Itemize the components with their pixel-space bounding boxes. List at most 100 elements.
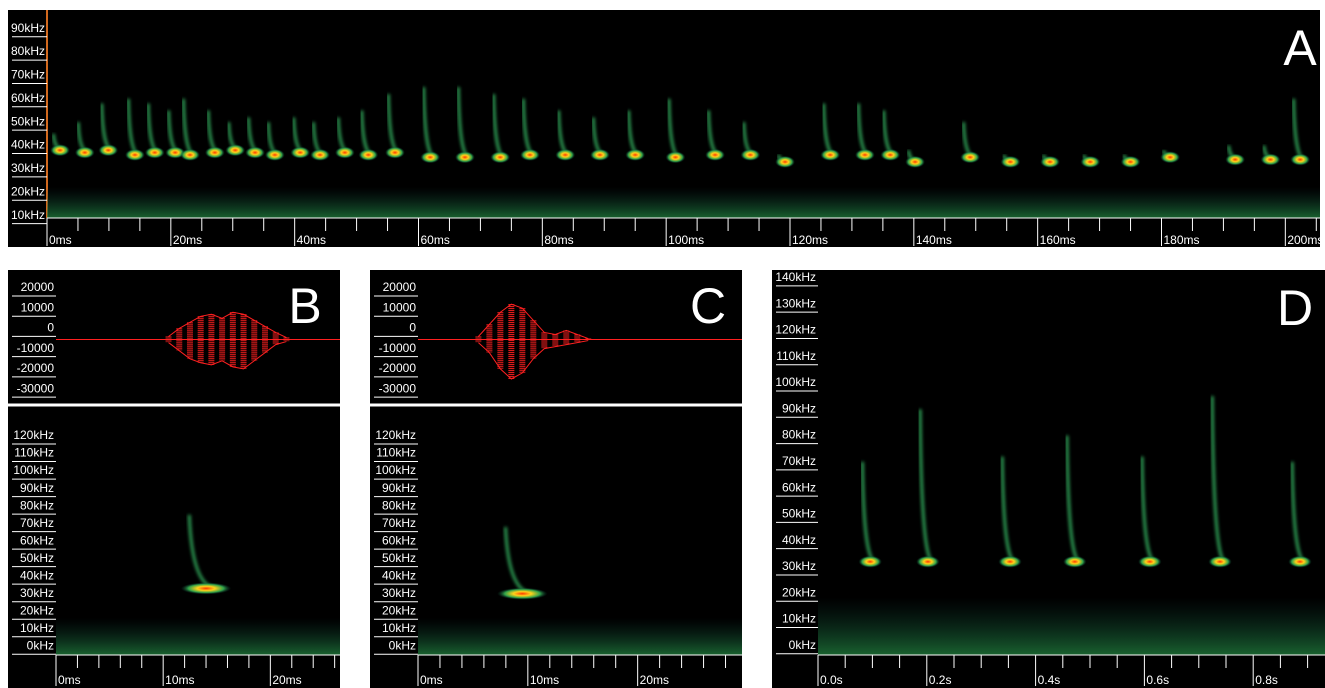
call-peak xyxy=(204,146,225,159)
call-peak xyxy=(50,144,70,157)
y-tick-label: 100kHz xyxy=(375,463,416,477)
y-tick-label: 50kHz xyxy=(382,551,416,565)
noise-band xyxy=(818,597,1325,655)
y-tick-label: 70kHz xyxy=(11,68,45,82)
plot-area xyxy=(56,514,340,655)
call-peak xyxy=(960,151,981,164)
y-tick-label: 130kHz xyxy=(775,296,816,310)
call-peak xyxy=(180,582,232,595)
noise-band xyxy=(47,186,1320,218)
y-tick-label: 90kHz xyxy=(382,481,416,495)
call-peak xyxy=(820,148,841,161)
call-peak xyxy=(625,148,646,161)
x-tick-label: 10ms xyxy=(530,673,559,687)
x-tick-label: 200ms xyxy=(1287,233,1323,247)
call-peak xyxy=(180,148,200,161)
x-tick-label: 20ms xyxy=(272,673,301,687)
y-tick-label: 10kHz xyxy=(782,612,816,626)
y-tick-label: -10000 xyxy=(379,341,417,355)
y-tick-label: 80kHz xyxy=(382,498,416,512)
call-peak xyxy=(998,555,1022,568)
y-tick-label: 120kHz xyxy=(375,428,416,442)
call-peak xyxy=(1225,153,1246,166)
plot-area xyxy=(56,311,340,370)
x-tick-label: 0.8s xyxy=(1255,673,1278,687)
x-tick-label: 140ms xyxy=(916,233,952,247)
call-peak xyxy=(358,148,379,161)
y-tick-label: 30kHz xyxy=(782,559,816,573)
y-tick-label: -20000 xyxy=(17,361,55,375)
y-tick-label: -30000 xyxy=(379,381,417,395)
y-tick-label: 120kHz xyxy=(775,323,816,337)
call-peak xyxy=(740,148,761,161)
call-peak xyxy=(1138,555,1162,568)
y-tick-label: 40kHz xyxy=(382,568,416,582)
y-tick-label: 50kHz xyxy=(11,114,45,128)
y-tick-label: 10kHz xyxy=(20,621,54,635)
y-tick-label: 100kHz xyxy=(13,463,54,477)
envelope-upper xyxy=(168,311,287,338)
call-peak xyxy=(905,155,925,168)
y-tick-label: 80kHz xyxy=(782,428,816,442)
y-tick-label: 110kHz xyxy=(776,349,816,363)
y-tick-label: 40kHz xyxy=(782,533,816,547)
x-tick-label: 0.4s xyxy=(1038,673,1061,687)
x-tick-label: 160ms xyxy=(1040,233,1076,247)
x-tick-label: 0.0s xyxy=(820,673,843,687)
call-peak xyxy=(1260,153,1281,166)
call-peak xyxy=(74,146,95,159)
y-tick-label: 20kHz xyxy=(382,603,416,617)
y-tick-label: 70kHz xyxy=(20,516,54,530)
y-tick-label: 30kHz xyxy=(11,161,45,175)
y-tick-label: 0 xyxy=(47,321,54,335)
call-peak xyxy=(385,146,405,159)
call-peak xyxy=(1290,153,1311,166)
x-tick-label: 40ms xyxy=(297,233,326,247)
y-tick-label: 0kHz xyxy=(27,638,54,652)
y-tick-label: 20kHz xyxy=(11,184,45,198)
x-tick-label: 60ms xyxy=(420,233,449,247)
call-peak xyxy=(520,148,540,161)
y-tick-label: 140kHz xyxy=(775,270,816,284)
x-tick-label: 0.6s xyxy=(1146,673,1169,687)
x-tick-label: 80ms xyxy=(544,233,573,247)
call-peak xyxy=(420,151,441,164)
call-peak xyxy=(334,146,355,159)
call-peak xyxy=(855,148,875,161)
call-peak xyxy=(1160,151,1181,164)
plot-area xyxy=(47,87,1320,218)
call-peak xyxy=(497,587,548,600)
x-tick-label: 20ms xyxy=(173,233,202,247)
y-tick-label: 90kHz xyxy=(20,481,54,495)
y-tick-label: 0kHz xyxy=(389,638,416,652)
y-tick-label: 40kHz xyxy=(11,138,45,152)
call-peak xyxy=(1288,555,1312,568)
call-peak xyxy=(1080,155,1101,168)
call-peak xyxy=(1120,155,1141,168)
y-tick-label: -30000 xyxy=(17,381,55,395)
call-peak xyxy=(858,555,882,568)
call-peak xyxy=(880,148,901,161)
call-peak xyxy=(264,148,285,161)
x-tick-label: 100ms xyxy=(668,233,704,247)
y-tick-label: 10000 xyxy=(21,300,55,314)
call-peak xyxy=(245,146,265,159)
x-tick-label: 0ms xyxy=(49,233,72,247)
call-peak xyxy=(125,148,145,161)
y-tick-label: 50kHz xyxy=(20,551,54,565)
y-tick-label: 10kHz xyxy=(382,621,416,635)
y-tick-label: 110kHz xyxy=(376,446,416,460)
y-tick-label: 20000 xyxy=(21,280,55,294)
call-peak xyxy=(1208,555,1232,568)
call-peak xyxy=(98,144,119,157)
x-tick-label: 0ms xyxy=(420,673,443,687)
y-tick-label: 90kHz xyxy=(782,401,816,415)
noise-band xyxy=(418,617,742,655)
plot-area xyxy=(418,527,742,655)
y-tick-label: 60kHz xyxy=(11,91,45,105)
x-tick-label: 20ms xyxy=(640,673,669,687)
y-tick-label: 60kHz xyxy=(382,533,416,547)
y-tick-label: 80kHz xyxy=(11,44,45,58)
y-tick-label: 70kHz xyxy=(382,516,416,530)
y-tick-label: 0kHz xyxy=(789,638,816,652)
